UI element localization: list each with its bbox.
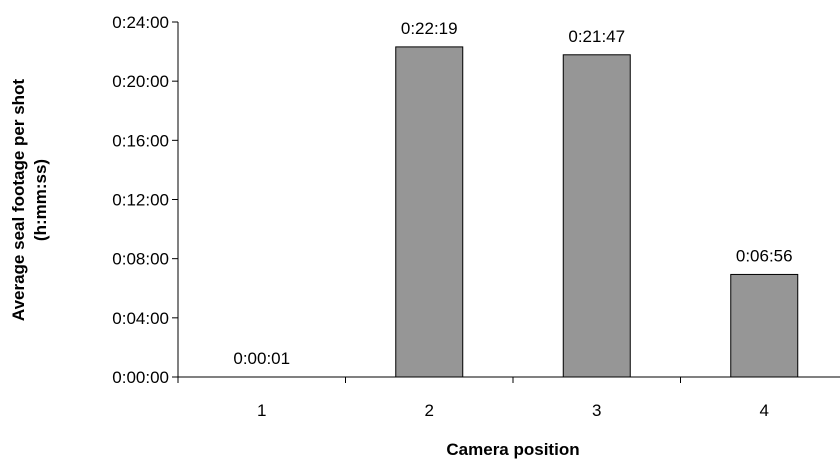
y-tick-label: 0:00:00 [112,368,169,387]
y-tick-label: 0:24:00 [112,13,169,32]
y-axis-title-line-1: Average seal footage per shot [9,79,28,322]
data-labels: 0:00:01 0:22:19 0:21:47 0:06:56 [233,19,792,368]
data-label-camera-3: 0:21:47 [568,27,625,46]
x-axis-ticks: 1 2 3 4 [177,377,769,420]
data-label-camera-1: 0:00:01 [233,349,290,368]
y-tick-label: 0:08:00 [112,250,169,269]
x-tick-label: 2 [425,401,434,420]
data-label-camera-4: 0:06:56 [736,246,793,265]
y-axis-ticks: 0:00:00 0:04:00 0:08:00 0:12:00 0:16:00 0:20:… [112,13,178,387]
y-tick-label: 0:04:00 [112,309,169,328]
bar-camera-4 [730,273,799,378]
y-tick-label: 0:12:00 [112,191,169,210]
x-axis-title: Camera position [446,440,579,459]
x-tick-label: 4 [760,401,769,420]
x-tick-label: 1 [257,401,266,420]
bars [395,46,799,378]
x-tick-label: 3 [592,401,601,420]
y-tick-label: 0:20:00 [112,72,169,91]
bar-camera-2 [395,46,464,378]
y-tick-label: 0:16:00 [112,131,169,150]
y-axis-title-line-2: (h:mm:ss) [31,159,50,241]
bar-camera-3 [562,54,631,378]
data-label-camera-2: 0:22:19 [401,19,458,38]
